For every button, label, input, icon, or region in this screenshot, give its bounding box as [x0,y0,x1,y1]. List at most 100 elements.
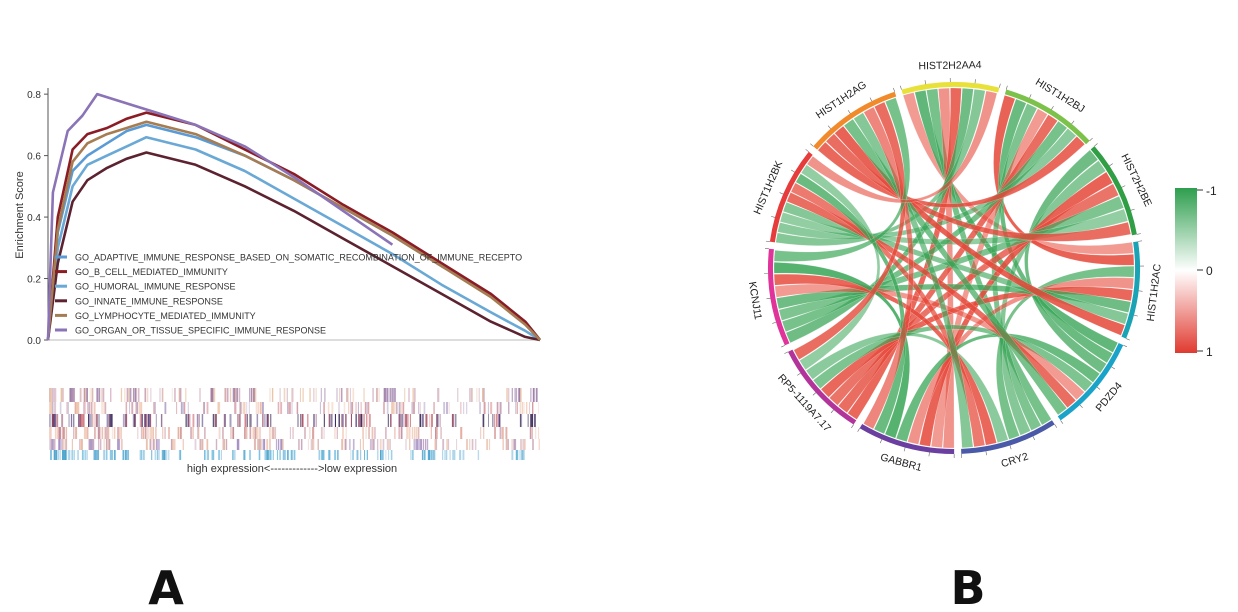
hit-bar [471,439,474,450]
gene-label: HIST2H2AA4 [918,59,981,72]
hit-bar [439,414,441,427]
hit-bar [269,450,272,460]
hit-bar [418,402,420,414]
arc-tick [1111,366,1116,370]
hit-bar [249,414,251,427]
hit-bar [359,414,361,427]
hit-bar [422,414,424,427]
hit-bar [487,402,489,414]
hit-bar [108,439,110,450]
hit-bar [462,450,465,460]
hit-bar [276,450,279,460]
hit-bar [232,450,235,460]
hit-bar [478,388,480,402]
hit-bar [187,402,189,414]
hit-bar [345,427,347,439]
hit-bar [203,402,205,414]
hit-bar [225,439,228,450]
hit-bar [68,402,69,414]
hit-bar [291,402,293,414]
hit-bar [185,388,187,402]
hit-bar [81,388,83,402]
hit-bar [500,402,502,414]
hit-bar [154,402,156,414]
hit-bar [428,450,430,460]
hit-bar [229,414,232,427]
hit-bar [469,388,471,402]
hit-bar [103,402,105,414]
hit-bar [520,414,523,427]
hit-bar [417,427,420,439]
hit-bar [413,402,415,414]
hit-bar [519,414,521,427]
hit-bar [68,414,70,427]
gene-arc [768,248,790,346]
arc-tick [1032,436,1035,441]
hit-bar [83,388,86,402]
hit-bar [98,388,101,402]
hit-bar [489,439,491,450]
hit-bar [360,402,362,414]
hit-bar [474,439,477,450]
hit-bar [289,427,291,439]
hit-bar [266,439,268,450]
hit-bar [372,388,374,402]
hit-bar [138,388,140,402]
hit-bar [254,427,257,439]
hit-bar [172,439,174,450]
hit-bar [232,450,234,460]
hit-bar [153,439,155,450]
hit-bar [523,402,525,414]
hit-bar [102,388,105,402]
hit-bar [196,414,199,427]
hit-bar [477,450,480,460]
hit-bar [538,427,540,439]
gene-label: HIST1H2AC [1145,263,1164,322]
hit-bar [165,450,168,460]
hit-bar [179,388,182,402]
hit-bar [460,427,463,439]
hit-bar [94,414,96,427]
hit-bar [505,439,508,450]
hit-bar [385,427,387,439]
hit-bar [367,402,370,414]
hit-bar [360,450,362,460]
hit-bar [232,388,235,402]
hit-bar [71,388,73,402]
hit-bar [511,450,514,460]
hit-bar [279,450,281,460]
hit-bar [341,439,344,450]
hit-bar [529,402,531,414]
hit-bar [457,388,459,402]
hit-bar [160,414,163,427]
hit-bar [342,427,344,439]
hit-bar [429,414,431,427]
hit-bar [62,427,65,439]
hit-bar [126,450,128,460]
hit-bar [401,414,403,427]
arc-tick [1071,120,1075,125]
hit-bar [523,439,525,450]
hit-bar [255,402,258,414]
hit-bar [81,450,84,460]
y-axis-label: Enrichment Score [14,171,26,258]
hit-bar [416,439,419,450]
hit-bar [224,414,226,427]
hit-bar [185,414,188,427]
hit-bar [358,414,360,427]
hit-bar [128,388,130,402]
hit-bar [409,414,411,427]
hit-bar [377,450,379,460]
hit-bar [442,450,444,460]
hit-bar [514,388,516,402]
hit-bar [163,450,165,460]
hit-bar [318,450,321,460]
hit-bar [231,427,233,439]
hit-bar [394,402,396,414]
hit-bar [106,427,108,439]
hit-bar [83,402,85,414]
hit-bar [104,427,107,439]
hit-bar [369,439,372,450]
hit-bar [476,388,478,402]
hit-bar [218,450,220,460]
